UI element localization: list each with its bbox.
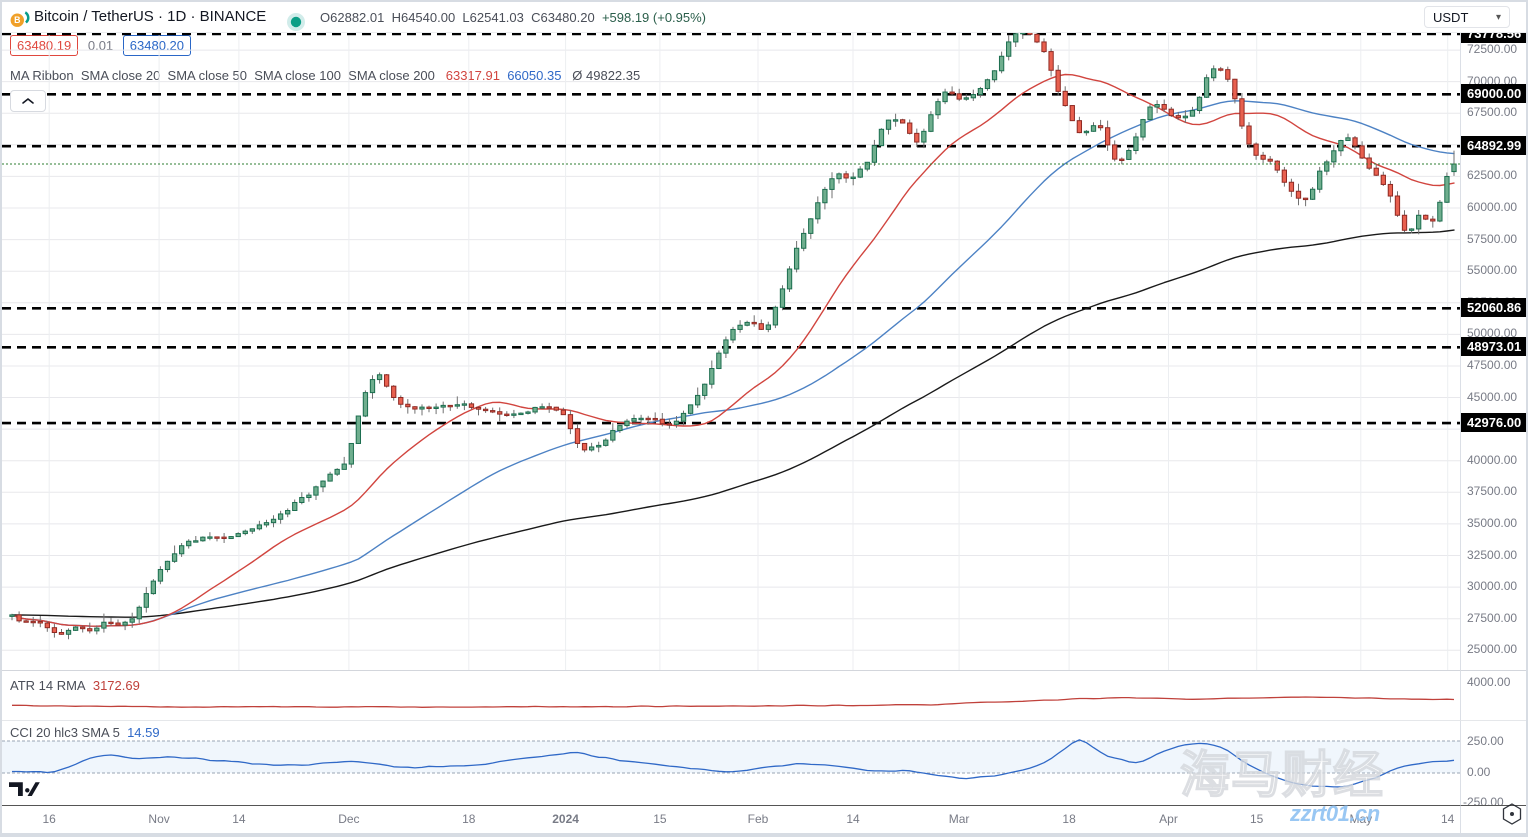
svg-text:B: B <box>14 15 20 25</box>
